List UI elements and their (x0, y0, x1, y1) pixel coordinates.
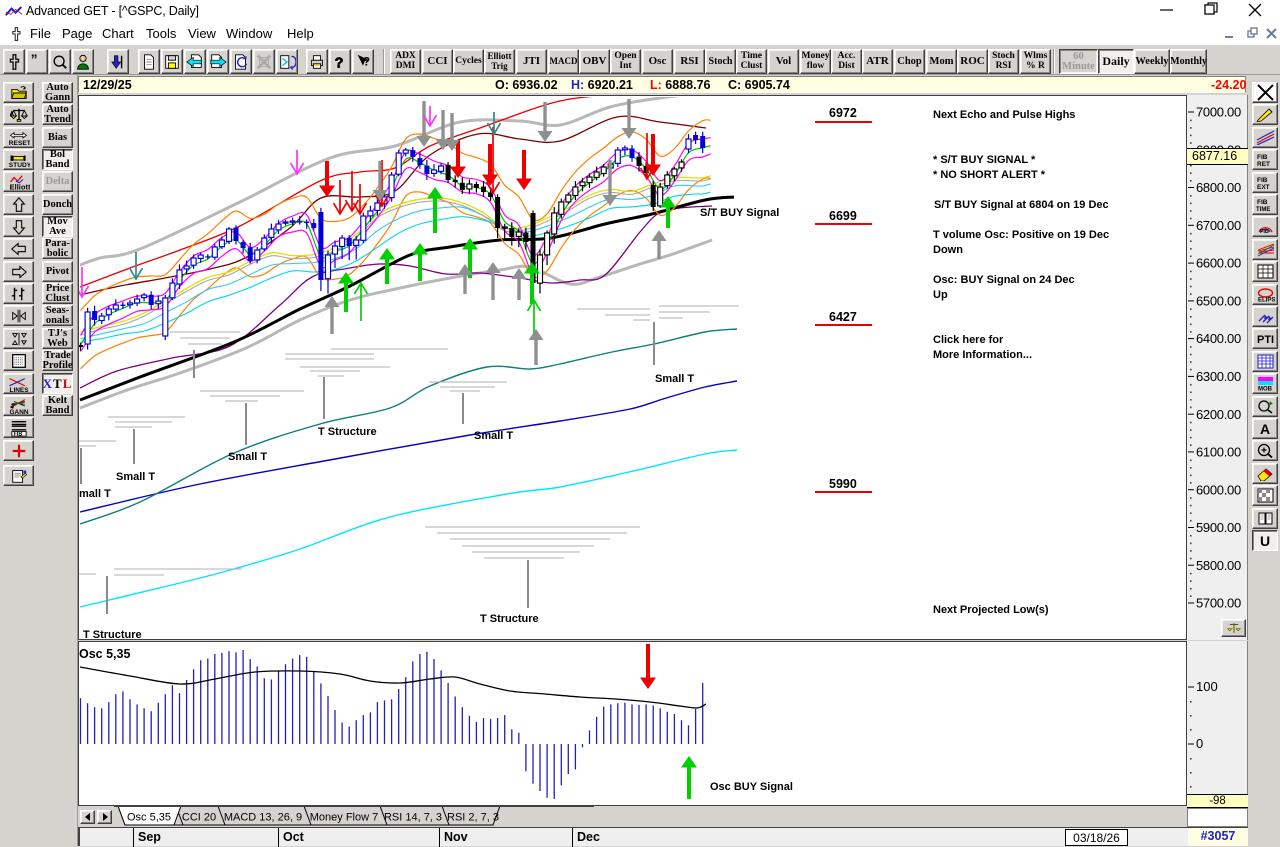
svg-text:* S/T BUY SIGNAL *: * S/T BUY SIGNAL * (933, 154, 1036, 166)
svg-text:LINES: LINES (10, 387, 30, 393)
svg-text:A: A (1260, 421, 1270, 436)
svg-text:”: ” (31, 53, 38, 67)
svg-text:Down: Down (933, 244, 963, 256)
svg-text:Small T: Small T (116, 471, 155, 483)
svg-text:6300.00: 6300.00 (1196, 369, 1241, 384)
svg-text:STUDY: STUDY (9, 162, 30, 169)
svg-text:ELIPS: ELIPS (1258, 298, 1275, 303)
svg-text:Small T: Small T (474, 430, 513, 442)
svg-text:EXT: EXT (1257, 184, 1270, 190)
svg-text:T Structure: T Structure (318, 426, 377, 438)
svg-text:Small T: Small T (228, 451, 267, 463)
svg-text:T volume Osc: Positive on 19 D: T volume Osc: Positive on 19 Dec (933, 229, 1109, 241)
svg-text:Next Projected Low(s): Next Projected Low(s) (933, 604, 1049, 616)
svg-text:* NO SHORT ALERT *: * NO SHORT ALERT * (933, 169, 1046, 181)
svg-text:0: 0 (1196, 736, 1203, 751)
svg-text:6699: 6699 (829, 209, 857, 223)
svg-text:Osc 5,35: Osc 5,35 (127, 812, 171, 824)
svg-text:6800.00: 6800.00 (1196, 180, 1241, 195)
svg-text:5700.00: 5700.00 (1196, 596, 1241, 611)
svg-text:T Structure: T Structure (480, 613, 539, 625)
svg-text:Click here for: Click here for (933, 334, 1004, 346)
svg-text:RSI 2, 7, 3: RSI 2, 7, 3 (447, 812, 499, 824)
svg-text:TIME: TIME (1256, 207, 1270, 212)
svg-text:6000.00: 6000.00 (1196, 482, 1241, 497)
svg-text:Osc: BUY Signal on 24 Dec: Osc: BUY Signal on 24 Dec (933, 274, 1075, 286)
svg-text:S/T BUY Signal: S/T BUY Signal (700, 207, 779, 219)
svg-text:RESET: RESET (9, 140, 30, 147)
svg-text:FIB: FIB (1260, 229, 1269, 234)
svg-text:Elliott: Elliott (10, 182, 30, 190)
svg-text:Up: Up (933, 289, 948, 301)
svg-text:Osc 5,35: Osc 5,35 (79, 647, 130, 661)
svg-text:MOB: MOB (1258, 387, 1273, 392)
svg-text:CCI 20: CCI 20 (182, 812, 216, 824)
svg-text:6427: 6427 (829, 310, 857, 324)
svg-text:?: ? (335, 55, 344, 71)
svg-text:More Information...: More Information... (933, 349, 1032, 361)
svg-text:6400.00: 6400.00 (1196, 331, 1241, 346)
svg-text:Next Echo and Pulse Highs: Next Echo and Pulse Highs (933, 109, 1075, 121)
svg-text:FIB: FIB (1257, 177, 1268, 184)
svg-text:?: ? (363, 55, 370, 68)
svg-text:U: U (1260, 533, 1270, 548)
svg-text:RSI 14, 7, 3: RSI 14, 7, 3 (384, 812, 442, 824)
svg-text:5800.00: 5800.00 (1196, 558, 1241, 573)
svg-text:mall T: mall T (79, 488, 111, 500)
svg-text:5990: 5990 (829, 477, 857, 491)
svg-text:6600.00: 6600.00 (1196, 256, 1241, 271)
svg-text:6100.00: 6100.00 (1196, 445, 1241, 460)
svg-text:100: 100 (1196, 679, 1218, 694)
svg-text:PTI: PTI (1257, 334, 1274, 346)
svg-text:FIB: FIB (1257, 154, 1268, 161)
svg-text:7000.00: 7000.00 (1196, 105, 1241, 120)
svg-text:S/T BUY Signal at 6804 on 19 D: S/T BUY Signal at 6804 on 19 Dec (934, 199, 1109, 211)
svg-text:6700.00: 6700.00 (1196, 218, 1241, 233)
svg-text:6500.00: 6500.00 (1196, 294, 1241, 309)
svg-text:6972: 6972 (829, 106, 857, 120)
svg-text:FIB: FIB (1257, 199, 1268, 206)
svg-text:Small T: Small T (655, 373, 694, 385)
svg-text:5900.00: 5900.00 (1196, 520, 1241, 535)
svg-text:T Structure: T Structure (83, 629, 142, 639)
svg-text:RET: RET (1257, 161, 1270, 167)
svg-text:6200.00: 6200.00 (1196, 407, 1241, 422)
svg-text:Money Flow 7: Money Flow 7 (310, 812, 378, 824)
svg-text:MACD 13, 26, 9: MACD 13, 26, 9 (224, 812, 302, 824)
svg-text:GANN: GANN (10, 409, 29, 415)
svg-text:Osc BUY Signal: Osc BUY Signal (710, 781, 793, 793)
svg-text:FIB: FIB (13, 431, 22, 436)
